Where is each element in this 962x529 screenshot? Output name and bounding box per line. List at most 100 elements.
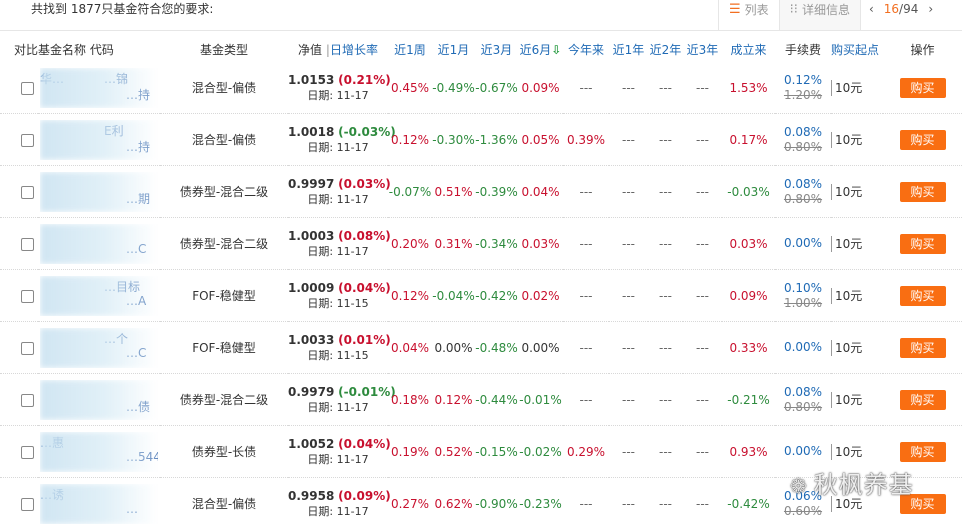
col-daily[interactable]: 日增长率 xyxy=(330,43,378,57)
cell-m1: 0.62% xyxy=(432,478,475,529)
watermark: ❁秋枫养基 xyxy=(790,465,914,500)
tab-detail-view[interactable]: ⁝⁝ 详细信息 xyxy=(780,0,861,30)
fund-table: 对比 基金名称 代码 基金类型 净值 |日增长率 近1周 近1月 近3月 近6月… xyxy=(0,36,962,529)
col-code[interactable]: 代码 xyxy=(90,43,114,57)
min-buy-amount: 10元 xyxy=(831,340,862,356)
privacy-blur xyxy=(40,172,158,212)
daily-change: (0.04%) xyxy=(338,437,391,451)
compare-checkbox[interactable] xyxy=(21,342,34,355)
return-value: 0.03% xyxy=(521,237,559,251)
tab-list-view[interactable]: ☰ 列表 xyxy=(719,0,780,30)
fund-name-blurred[interactable]: 华……锦…持 xyxy=(40,68,158,108)
col-6m[interactable]: 近6月⇩ xyxy=(518,36,563,62)
page-current: 16 xyxy=(884,2,899,16)
compare-checkbox[interactable] xyxy=(21,498,34,511)
buy-button[interactable]: 购买 xyxy=(900,130,946,150)
cell-type: 混合型-偏债 xyxy=(160,62,288,114)
wechat-icon: ❁ xyxy=(790,474,808,498)
return-value: 0.12% xyxy=(434,393,472,407)
compare-checkbox[interactable] xyxy=(21,394,34,407)
compare-checkbox[interactable] xyxy=(21,290,34,303)
buy-button[interactable]: 购买 xyxy=(900,390,946,410)
min-buy-amount: 10元 xyxy=(831,236,862,252)
buy-button[interactable]: 购买 xyxy=(900,234,946,254)
col-ytd[interactable]: 今年来 xyxy=(563,36,609,62)
cell-type: 债券型-长债 xyxy=(160,426,288,478)
cell-m1: 0.00% xyxy=(432,322,475,374)
compare-checkbox[interactable] xyxy=(21,134,34,147)
cell-name-code: E利…持 xyxy=(38,114,160,166)
col-3m[interactable]: 近3月 xyxy=(475,36,518,62)
col-3y[interactable]: 近3年 xyxy=(683,36,722,62)
cell-ytd: 0.29% xyxy=(563,426,609,478)
cell-y2: --- xyxy=(648,166,683,218)
compare-checkbox[interactable] xyxy=(21,446,34,459)
fund-name-blurred[interactable]: …个…C xyxy=(40,328,158,368)
cell-type: FOF-稳健型 xyxy=(160,322,288,374)
cell-type: 混合型-偏债 xyxy=(160,114,288,166)
fund-name-blurred[interactable]: …诱… xyxy=(40,484,158,524)
cell-name-code: …债 xyxy=(38,374,160,426)
return-value: 0.02% xyxy=(521,289,559,303)
cell-ytd: --- xyxy=(563,478,609,529)
return-value: --- xyxy=(659,393,672,407)
fee-original: 0.80% xyxy=(775,140,831,155)
col-1m[interactable]: 近1月 xyxy=(432,36,475,62)
cell-fee: 0.10%1.00% xyxy=(775,270,831,322)
privacy-blur xyxy=(40,432,158,472)
return-value: --- xyxy=(659,445,672,459)
fund-name-blurred[interactable]: …C xyxy=(40,224,158,264)
col-1y[interactable]: 近1年 xyxy=(609,36,648,62)
cell-compare xyxy=(0,114,38,166)
col-nav[interactable]: 净值 xyxy=(298,43,322,57)
return-value: -0.39% xyxy=(475,185,517,199)
cell-min-buy: 10元 xyxy=(831,114,883,166)
col-since[interactable]: 成立来 xyxy=(722,36,775,62)
return-value: 0.03% xyxy=(729,237,767,251)
return-value: -1.36% xyxy=(475,133,517,147)
fund-name-blurred[interactable]: …债 xyxy=(40,380,158,420)
fund-name-blurred[interactable]: …期 xyxy=(40,172,158,212)
nav-date: 日期: 11-17 xyxy=(288,192,388,207)
cell-y1: --- xyxy=(609,270,648,322)
cell-min-buy: 10元 xyxy=(831,374,883,426)
cell-w1: -0.07% xyxy=(388,166,432,218)
daily-change: (-0.03%) xyxy=(338,125,396,139)
col-1w[interactable]: 近1周 xyxy=(388,36,432,62)
min-buy-amount: 10元 xyxy=(831,288,862,304)
col-name[interactable]: 基金名称 xyxy=(38,43,86,57)
fund-name-blurred[interactable]: …惠…544 xyxy=(40,432,158,472)
col-2y[interactable]: 近2年 xyxy=(648,36,683,62)
col-action: 操作 xyxy=(883,36,962,62)
buy-button[interactable]: 购买 xyxy=(900,182,946,202)
privacy-blur xyxy=(40,484,158,524)
compare-checkbox[interactable] xyxy=(21,82,34,95)
cell-nav: 0.9979 (-0.01%)日期: 11-17 xyxy=(288,374,388,426)
min-buy-amount: 10元 xyxy=(831,80,862,96)
buy-button[interactable]: 购买 xyxy=(900,338,946,358)
fund-name-blurred[interactable]: …目标…A xyxy=(40,276,158,316)
col-min-buy[interactable]: 购买起点 xyxy=(831,36,883,62)
buy-button[interactable]: 购买 xyxy=(900,442,946,462)
nav-date: 日期: 11-17 xyxy=(288,140,388,155)
return-value: 0.17% xyxy=(729,133,767,147)
cell-ytd: --- xyxy=(563,270,609,322)
return-value: 0.09% xyxy=(521,81,559,95)
privacy-blur xyxy=(40,380,158,420)
cell-action: 购买 xyxy=(883,166,962,218)
compare-checkbox[interactable] xyxy=(21,186,34,199)
next-page-button[interactable]: › xyxy=(928,0,933,18)
cell-m3: -0.44% xyxy=(475,374,518,426)
return-value: 0.31% xyxy=(434,237,472,251)
cell-min-buy: 10元 xyxy=(831,62,883,114)
prev-page-button[interactable]: ‹ xyxy=(869,0,874,18)
compare-checkbox[interactable] xyxy=(21,238,34,251)
cell-m3: -1.36% xyxy=(475,114,518,166)
buy-button[interactable]: 购买 xyxy=(900,78,946,98)
fund-name-blurred[interactable]: E利…持 xyxy=(40,120,158,160)
cell-m3: -0.34% xyxy=(475,218,518,270)
cell-w1: 0.12% xyxy=(388,114,432,166)
buy-button[interactable]: 购买 xyxy=(900,286,946,306)
cell-ytd: --- xyxy=(563,218,609,270)
nav-value: 0.9958 xyxy=(288,489,334,503)
